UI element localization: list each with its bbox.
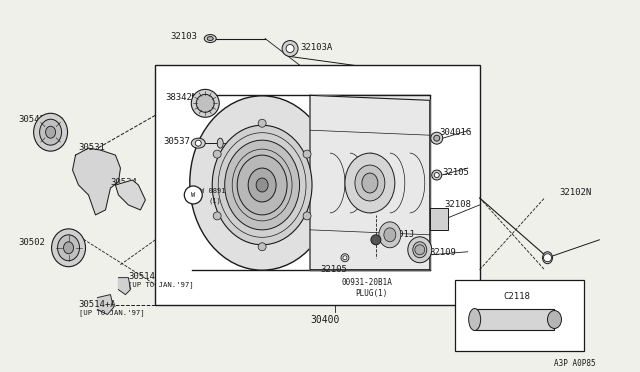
Text: 30542: 30542 (19, 115, 45, 124)
Text: 32103A: 32103A (300, 42, 332, 52)
Bar (310, 95, 430, 270)
Text: [UP TO JAN.'97]: [UP TO JAN.'97] (79, 310, 144, 316)
Ellipse shape (303, 150, 311, 158)
Ellipse shape (191, 138, 205, 148)
Ellipse shape (212, 125, 312, 245)
Ellipse shape (371, 235, 381, 245)
Text: 30514: 30514 (129, 272, 156, 281)
Bar (454, 280, 584, 352)
Ellipse shape (196, 94, 214, 112)
Ellipse shape (415, 245, 425, 255)
Text: 30502: 30502 (19, 238, 45, 247)
Ellipse shape (258, 243, 266, 251)
Ellipse shape (341, 254, 349, 262)
Ellipse shape (435, 173, 439, 177)
Ellipse shape (34, 113, 68, 151)
Text: A3P A0P85: A3P A0P85 (554, 359, 596, 368)
Text: 30534: 30534 (111, 178, 138, 187)
Ellipse shape (431, 132, 443, 144)
Text: 32102N: 32102N (559, 188, 592, 197)
Ellipse shape (40, 119, 61, 145)
Text: W 08915-1401A: W 08915-1401A (200, 188, 255, 194)
Ellipse shape (184, 186, 202, 204)
Text: 30401G: 30401G (440, 128, 472, 137)
Ellipse shape (207, 36, 213, 41)
Text: 32103: 32103 (170, 32, 197, 41)
Ellipse shape (413, 242, 427, 258)
Bar (156, 65, 479, 305)
Ellipse shape (362, 173, 378, 193)
Ellipse shape (432, 170, 442, 180)
Ellipse shape (384, 228, 396, 242)
Text: 32109: 32109 (430, 248, 456, 257)
Text: 32108: 32108 (445, 200, 472, 209)
Ellipse shape (58, 235, 79, 261)
Text: 30531: 30531 (79, 143, 106, 152)
Ellipse shape (237, 155, 287, 215)
Text: [UP TO JAN.'97]: [UP TO JAN.'97] (129, 282, 194, 288)
Ellipse shape (225, 140, 300, 230)
Text: 00931-20B1A: 00931-20B1A (342, 278, 393, 287)
Polygon shape (97, 295, 113, 314)
Text: 38342M: 38342M (165, 93, 198, 102)
Ellipse shape (248, 168, 276, 202)
Ellipse shape (286, 45, 294, 52)
Ellipse shape (213, 150, 221, 158)
Text: 30514+A: 30514+A (79, 299, 116, 309)
Text: 30537: 30537 (163, 137, 190, 146)
Ellipse shape (434, 135, 440, 141)
Ellipse shape (217, 138, 223, 148)
Polygon shape (115, 180, 145, 210)
Ellipse shape (547, 311, 561, 328)
Text: 30400: 30400 (310, 314, 339, 324)
Bar (430, 208, 448, 230)
Ellipse shape (303, 212, 311, 220)
Ellipse shape (256, 178, 268, 192)
Polygon shape (118, 278, 131, 295)
Ellipse shape (282, 41, 298, 57)
Ellipse shape (191, 89, 220, 117)
Ellipse shape (204, 35, 216, 42)
Text: C2118: C2118 (504, 292, 531, 301)
Text: 30401J: 30401J (382, 230, 414, 239)
Ellipse shape (45, 126, 56, 138)
Ellipse shape (408, 237, 432, 263)
Text: PLUG(1): PLUG(1) (355, 289, 387, 298)
Ellipse shape (190, 96, 335, 270)
Ellipse shape (543, 252, 552, 264)
Polygon shape (310, 95, 430, 270)
Ellipse shape (543, 254, 552, 262)
Ellipse shape (63, 242, 74, 254)
Text: 32105: 32105 (443, 168, 470, 177)
Ellipse shape (379, 222, 401, 248)
Ellipse shape (195, 140, 201, 146)
Ellipse shape (213, 212, 221, 220)
Text: (1): (1) (208, 198, 221, 205)
Ellipse shape (258, 119, 266, 127)
Ellipse shape (52, 229, 86, 267)
Ellipse shape (343, 256, 347, 260)
Ellipse shape (345, 153, 395, 213)
Text: 32105: 32105 (320, 265, 347, 274)
Bar (475, 308, 554, 330)
Ellipse shape (355, 165, 385, 201)
Text: W: W (191, 192, 195, 198)
Polygon shape (72, 148, 120, 215)
Ellipse shape (468, 308, 481, 330)
